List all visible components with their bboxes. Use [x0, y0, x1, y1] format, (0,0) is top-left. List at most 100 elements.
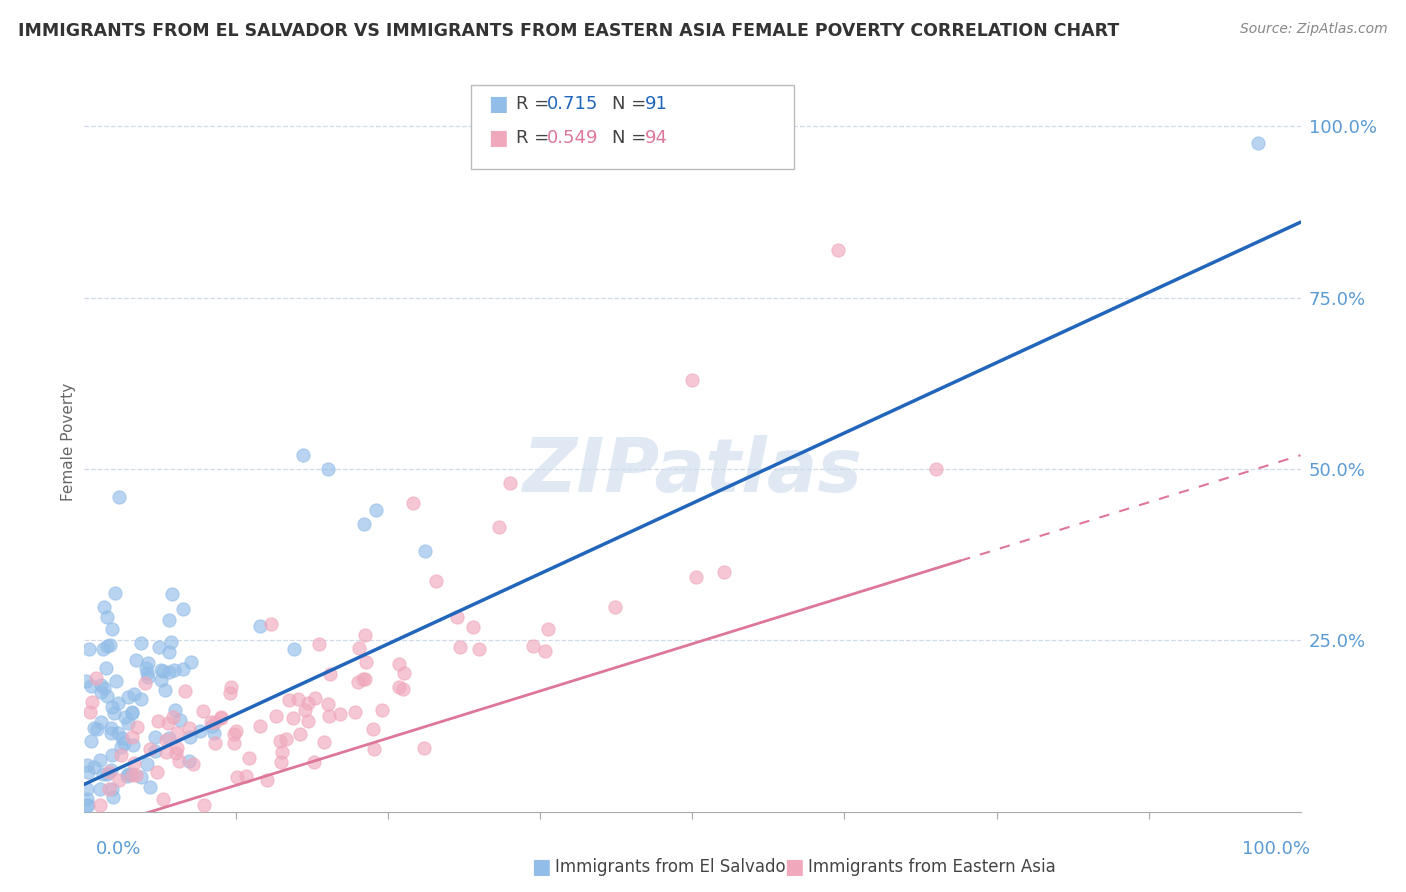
Point	[388, 680, 411, 694]
Point	[135, 661, 157, 675]
Point	[173, 684, 195, 698]
Text: IMMIGRANTS FROM EL SALVADOR VS IMMIGRANTS FROM EASTERN ASIA FEMALE POVERTY CORRE: IMMIGRANTS FROM EL SALVADOR VS IMMIGRANT…	[18, 22, 1119, 40]
Point	[134, 676, 156, 690]
Point	[318, 708, 340, 723]
Point	[202, 726, 225, 740]
Point	[107, 726, 129, 740]
Point	[146, 714, 169, 728]
Point	[347, 640, 370, 655]
Point	[925, 462, 948, 476]
Text: ZIPatlas: ZIPatlas	[523, 434, 862, 508]
Point	[101, 700, 124, 714]
Point	[329, 707, 352, 722]
Point	[156, 716, 179, 731]
Point	[169, 754, 191, 768]
Point	[304, 690, 326, 705]
Point	[209, 710, 232, 724]
Point	[391, 681, 413, 696]
Point	[200, 714, 222, 729]
Point	[125, 768, 148, 782]
Point	[107, 773, 129, 788]
Point	[136, 670, 159, 684]
Point	[172, 661, 194, 675]
Point	[392, 666, 415, 681]
Point	[193, 797, 215, 812]
Point	[155, 746, 177, 760]
Point	[165, 747, 187, 761]
Point	[107, 490, 129, 504]
Point	[86, 722, 108, 736]
Point	[314, 735, 336, 749]
Point	[287, 691, 309, 706]
Point	[136, 757, 159, 772]
Point	[204, 715, 226, 730]
Point	[122, 687, 145, 701]
Point	[98, 764, 121, 779]
Point	[103, 706, 125, 720]
Point	[90, 678, 112, 692]
Y-axis label: Female Poverty: Female Poverty	[60, 383, 76, 500]
Point	[114, 710, 136, 724]
Point	[129, 636, 152, 650]
Point	[163, 663, 186, 677]
Point	[283, 642, 305, 657]
Point	[281, 711, 304, 725]
Point	[76, 797, 98, 812]
Text: 100.0%: 100.0%	[1243, 840, 1310, 858]
Point	[302, 755, 325, 769]
Point	[449, 640, 471, 654]
Point	[121, 705, 143, 719]
Point	[76, 764, 98, 779]
Point	[165, 703, 187, 717]
Point	[522, 639, 544, 653]
Point	[129, 770, 152, 784]
Point	[270, 756, 292, 770]
Point	[204, 736, 226, 750]
Point	[86, 671, 108, 685]
Point	[402, 496, 425, 510]
Point	[363, 741, 385, 756]
Point	[354, 628, 377, 642]
Point	[89, 782, 111, 797]
Point	[361, 722, 384, 736]
Point	[101, 789, 124, 804]
Point	[96, 689, 118, 703]
Text: R =: R =	[516, 129, 555, 147]
Point	[238, 750, 260, 764]
Point	[83, 760, 105, 774]
Text: Immigrants from El Salvador: Immigrants from El Salvador	[555, 858, 793, 876]
Point	[101, 748, 124, 763]
Point	[89, 797, 111, 812]
Point	[77, 642, 100, 657]
Text: ■: ■	[531, 857, 551, 877]
Text: ■: ■	[488, 128, 508, 148]
Point	[77, 797, 100, 812]
Text: 0.549: 0.549	[547, 129, 599, 147]
Point	[277, 692, 299, 706]
Point	[177, 755, 200, 769]
Point	[249, 719, 271, 733]
Point	[413, 741, 436, 756]
Point	[276, 732, 298, 747]
Point	[152, 791, 174, 805]
Point	[143, 730, 166, 744]
Point	[80, 695, 103, 709]
Point	[121, 706, 143, 720]
Point	[222, 726, 245, 740]
Point	[172, 602, 194, 616]
Point	[157, 731, 180, 745]
Point	[129, 692, 152, 706]
Point	[294, 703, 316, 717]
Point	[90, 685, 112, 699]
Point	[96, 639, 118, 653]
Point	[94, 661, 117, 675]
Point	[125, 653, 148, 667]
Point	[193, 704, 215, 718]
Point	[120, 767, 142, 781]
Point	[96, 610, 118, 624]
Point	[76, 791, 98, 805]
Point	[98, 638, 121, 652]
Point	[209, 710, 232, 724]
Point	[100, 721, 122, 735]
Point	[249, 619, 271, 633]
